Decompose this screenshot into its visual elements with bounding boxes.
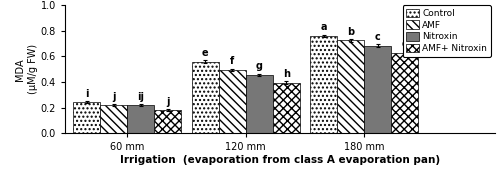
Bar: [74, 102, 101, 133]
Bar: [154, 110, 182, 133]
Text: g: g: [256, 61, 262, 71]
Text: e: e: [202, 48, 208, 58]
Text: f: f: [230, 56, 234, 66]
Text: i: i: [85, 89, 88, 99]
Text: j: j: [112, 92, 116, 102]
Bar: [128, 105, 154, 133]
Bar: [218, 70, 246, 133]
Bar: [337, 40, 364, 133]
Text: a: a: [320, 22, 327, 32]
Text: j: j: [166, 97, 170, 107]
Bar: [246, 75, 272, 133]
Bar: [391, 53, 418, 133]
Text: c: c: [375, 32, 380, 42]
Bar: [192, 62, 218, 133]
X-axis label: Irrigation  (evaporation from class A evaporation pan): Irrigation (evaporation from class A eva…: [120, 155, 440, 165]
Bar: [272, 83, 299, 133]
Legend: Control, AMF, Nitroxin, AMF+ Nitroxin: Control, AMF, Nitroxin, AMF+ Nitroxin: [402, 5, 491, 57]
Text: b: b: [347, 27, 354, 37]
Text: ij: ij: [138, 92, 144, 102]
Bar: [310, 36, 337, 133]
Bar: [364, 45, 391, 133]
Bar: [100, 105, 128, 133]
Text: d: d: [401, 39, 408, 49]
Text: h: h: [282, 69, 290, 79]
Y-axis label: MDA
(μM/g FW): MDA (μM/g FW): [16, 44, 38, 94]
